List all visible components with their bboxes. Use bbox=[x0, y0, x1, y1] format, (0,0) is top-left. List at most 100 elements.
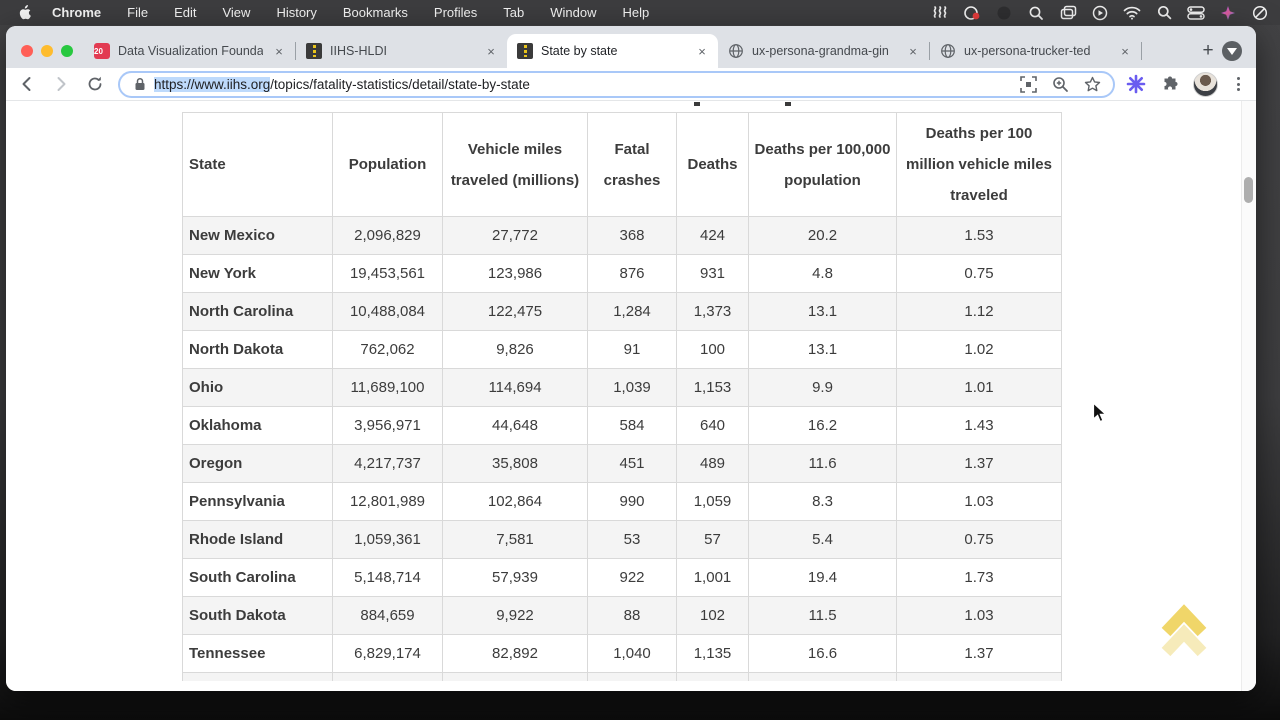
table-header-row: State Population Vehicle miles traveled (m… bbox=[182, 112, 1062, 217]
column-header: Fatal crashes bbox=[587, 112, 677, 217]
macos-menu-bar: Chrome File Edit View History Bookmarks Profil… bbox=[0, 0, 1280, 25]
tab-close-icon[interactable]: × bbox=[487, 43, 495, 59]
table-cell: 0.75 bbox=[896, 520, 1062, 559]
waves-icon[interactable] bbox=[930, 4, 950, 22]
table-cell: 2,096,829 bbox=[332, 216, 443, 255]
menu-item-bookmarks[interactable]: Bookmarks bbox=[342, 5, 408, 20]
table-cell: 57 bbox=[676, 520, 749, 559]
column-header: State bbox=[182, 112, 333, 217]
voice-control-icon[interactable] bbox=[962, 4, 982, 22]
menu-item-help[interactable]: Help bbox=[622, 5, 650, 20]
bookmark-star-icon[interactable] bbox=[1081, 73, 1103, 95]
tab-search-button[interactable] bbox=[1222, 41, 1242, 61]
address-bar[interactable]: https://www.iihs.org/topics/fatality-sta… bbox=[118, 70, 1115, 98]
tab-separator bbox=[929, 42, 930, 60]
zoom-window-button[interactable] bbox=[61, 45, 73, 57]
screen-record-icon[interactable] bbox=[994, 4, 1014, 22]
close-window-button[interactable] bbox=[21, 45, 33, 57]
menu-item-tab[interactable]: Tab bbox=[503, 5, 525, 20]
table-cell: 4.8 bbox=[748, 254, 897, 293]
menu-item-chrome[interactable]: Chrome bbox=[52, 5, 102, 20]
table-row: Oklahoma 3,956,971 44,648 584 640 16.2 1.43 bbox=[182, 406, 1062, 445]
page-scrollbar-track[interactable] bbox=[1241, 101, 1256, 691]
mission-control-icon[interactable] bbox=[1058, 4, 1078, 22]
menu-item-profiles[interactable]: Profiles bbox=[433, 5, 478, 20]
menu-item-file[interactable]: File bbox=[127, 5, 149, 20]
tab-close-icon[interactable]: × bbox=[1121, 43, 1129, 59]
table-cell: 1,040 bbox=[587, 634, 677, 673]
reload-button[interactable] bbox=[84, 73, 106, 95]
tab-iihs-hldi[interactable]: IIHS-HLDI × bbox=[296, 34, 507, 68]
browser-window: 20 Data Visualization Founda × IIHS-HLDI × St… bbox=[6, 26, 1256, 691]
minimize-window-button[interactable] bbox=[41, 45, 53, 57]
tab-close-icon[interactable]: × bbox=[698, 43, 706, 59]
url-text[interactable]: https://www.iihs.org/topics/fatality-sta… bbox=[154, 76, 1007, 92]
table-cell: 1.37 bbox=[896, 444, 1062, 483]
calendar-favicon-icon: 20 bbox=[94, 43, 110, 59]
profile-avatar[interactable] bbox=[1193, 71, 1218, 97]
tab-data-visualization-founda[interactable]: 20 Data Visualization Founda × bbox=[84, 34, 295, 68]
menu-item-edit[interactable]: Edit bbox=[174, 5, 197, 20]
menu-item-window[interactable]: Window bbox=[550, 5, 597, 20]
tab-ux-persona-grandma-gin[interactable]: ux-persona-grandma-gin × bbox=[718, 34, 929, 68]
table-cell: 9.9 bbox=[748, 368, 897, 407]
apple-menu-icon[interactable] bbox=[18, 5, 31, 20]
control-center-icon[interactable] bbox=[1186, 4, 1206, 22]
table-cell: 13.1 bbox=[748, 330, 897, 369]
menu-item-history[interactable]: History bbox=[276, 5, 317, 20]
wifi-icon[interactable] bbox=[1122, 4, 1142, 22]
tab-close-icon[interactable]: × bbox=[909, 43, 917, 59]
mouse-cursor bbox=[1092, 401, 1109, 429]
column-header: Deaths per 100,000 population bbox=[748, 112, 897, 217]
column-header: Vehicle miles traveled (millions) bbox=[442, 112, 588, 217]
scroll-to-top-button[interactable] bbox=[1156, 599, 1212, 659]
extensions-puzzle-icon[interactable] bbox=[1159, 73, 1181, 95]
table-row: Pennsylvania 12,801,989 102,864 990 1,059 8.3… bbox=[182, 482, 1062, 521]
forward-button[interactable] bbox=[50, 73, 72, 95]
table-cell: 19.4 bbox=[748, 558, 897, 597]
table-cell: 20.2 bbox=[748, 216, 897, 255]
table-row: North Carolina 10,488,084 122,475 1,284 1,37… bbox=[182, 292, 1062, 331]
spotlight-icon[interactable] bbox=[1154, 4, 1174, 22]
table-cell: 102,864 bbox=[442, 482, 588, 521]
tab-close-icon[interactable]: × bbox=[275, 43, 283, 59]
table-cell: 8.3 bbox=[748, 482, 897, 521]
table-row: Ohio 11,689,100 114,694 1,039 1,153 9.9 1.01 bbox=[182, 368, 1062, 407]
tab-label: Data Visualization Founda bbox=[118, 44, 263, 58]
zoom-page-icon[interactable] bbox=[1049, 73, 1071, 95]
table-cell: 1.03 bbox=[896, 596, 1062, 635]
new-tab-button[interactable]: + bbox=[1202, 40, 1214, 61]
table-cell: 10,488,084 bbox=[332, 292, 443, 331]
ssl-lock-icon[interactable] bbox=[134, 77, 146, 91]
table-cell: 1.73 bbox=[896, 558, 1062, 597]
tab-state-by-state[interactable]: State by state × bbox=[507, 34, 718, 68]
url-selected-text: https://www.iihs.org bbox=[154, 76, 271, 92]
table-cell: 1,153 bbox=[676, 368, 749, 407]
assistant-icon[interactable] bbox=[1218, 4, 1238, 22]
do-not-disturb-icon[interactable] bbox=[1250, 4, 1270, 22]
table-cell: 584 bbox=[587, 406, 677, 445]
table-cell: 3,956,971 bbox=[332, 406, 443, 445]
tab-ux-persona-trucker-ted[interactable]: ux-persona-trucker-ted × bbox=[930, 34, 1141, 68]
table-row: New Mexico 2,096,829 27,772 368 424 20.2 1.53 bbox=[182, 216, 1062, 255]
table-cell: 7,581 bbox=[442, 520, 588, 559]
table-cell: 1.43 bbox=[896, 406, 1062, 445]
menu-item-view[interactable]: View bbox=[222, 5, 251, 20]
column-header: Deaths bbox=[676, 112, 749, 217]
play-icon[interactable] bbox=[1090, 4, 1110, 22]
extension-asterisk-icon[interactable] bbox=[1125, 73, 1147, 95]
table-cell: 922 bbox=[587, 558, 677, 597]
zoom-icon[interactable] bbox=[1026, 4, 1046, 22]
back-button[interactable] bbox=[16, 73, 38, 95]
table-cell: 100 bbox=[676, 330, 749, 369]
table-row: South Dakota 884,659 9,922 88 102 11.5 1.03 bbox=[182, 596, 1062, 635]
page-content: State Population Vehicle miles traveled (m… bbox=[6, 101, 1256, 691]
screenshot-qr-icon[interactable] bbox=[1017, 73, 1039, 95]
table-cell: 114,694 bbox=[442, 368, 588, 407]
table-cell: 16.2 bbox=[748, 406, 897, 445]
table-cell: 6,829,174 bbox=[332, 634, 443, 673]
table-cell: 762,062 bbox=[332, 330, 443, 369]
page-scrollbar-thumb[interactable] bbox=[1244, 177, 1253, 203]
table-cell: 11,689,100 bbox=[332, 368, 443, 407]
chrome-menu-icon[interactable] bbox=[1230, 73, 1246, 95]
